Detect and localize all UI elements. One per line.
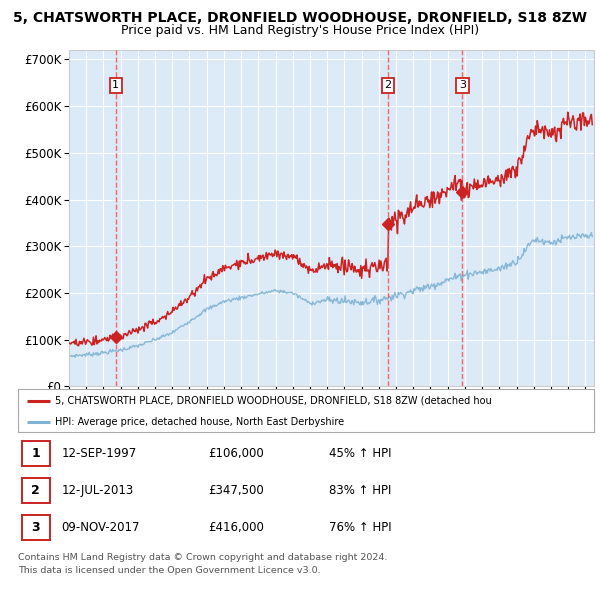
Text: This data is licensed under the Open Government Licence v3.0.: This data is licensed under the Open Gov… (18, 566, 320, 575)
Text: 12-JUL-2013: 12-JUL-2013 (61, 484, 133, 497)
Text: £106,000: £106,000 (208, 447, 264, 460)
Text: Contains HM Land Registry data © Crown copyright and database right 2024.: Contains HM Land Registry data © Crown c… (18, 553, 388, 562)
Text: 45% ↑ HPI: 45% ↑ HPI (329, 447, 392, 460)
Text: 5, CHATSWORTH PLACE, DRONFIELD WOODHOUSE, DRONFIELD, S18 8ZW (detached hou: 5, CHATSWORTH PLACE, DRONFIELD WOODHOUSE… (55, 396, 492, 406)
Text: 3: 3 (32, 521, 40, 534)
Text: Price paid vs. HM Land Registry's House Price Index (HPI): Price paid vs. HM Land Registry's House … (121, 24, 479, 37)
Text: 1: 1 (31, 447, 40, 460)
Text: 2: 2 (31, 484, 40, 497)
Text: 2: 2 (385, 80, 392, 90)
FancyBboxPatch shape (22, 514, 50, 540)
FancyBboxPatch shape (22, 478, 50, 503)
Text: 12-SEP-1997: 12-SEP-1997 (61, 447, 136, 460)
Text: 5, CHATSWORTH PLACE, DRONFIELD WOODHOUSE, DRONFIELD, S18 8ZW: 5, CHATSWORTH PLACE, DRONFIELD WOODHOUSE… (13, 11, 587, 25)
Text: HPI: Average price, detached house, North East Derbyshire: HPI: Average price, detached house, Nort… (55, 417, 344, 427)
Text: 3: 3 (459, 80, 466, 90)
Text: 76% ↑ HPI: 76% ↑ HPI (329, 521, 392, 534)
Text: 09-NOV-2017: 09-NOV-2017 (61, 521, 140, 534)
Text: £347,500: £347,500 (208, 484, 264, 497)
Text: 1: 1 (112, 80, 119, 90)
FancyBboxPatch shape (22, 441, 50, 466)
Text: £416,000: £416,000 (208, 521, 264, 534)
Text: 83% ↑ HPI: 83% ↑ HPI (329, 484, 391, 497)
